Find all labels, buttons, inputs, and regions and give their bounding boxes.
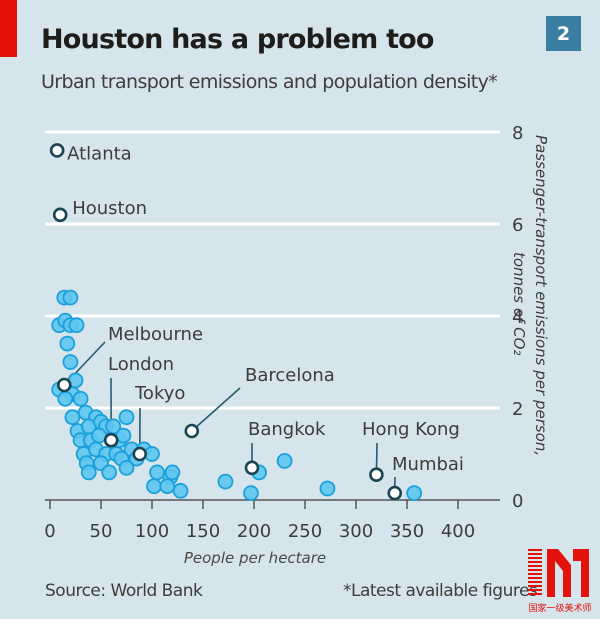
x-tick-label: 100 (135, 521, 169, 542)
city-label: Houston (72, 198, 147, 219)
data-point (62, 289, 79, 306)
y-tick-label: 2 (512, 399, 523, 420)
data-point (319, 480, 336, 497)
watermark-caption: 国家一级美术师 (528, 602, 591, 614)
x-axis-label: People per hectare (184, 549, 326, 567)
data-point (57, 390, 74, 407)
x-tick-label: 400 (441, 521, 475, 542)
data-point (115, 427, 132, 444)
data-point (59, 335, 76, 352)
highlighted-point (103, 432, 119, 448)
highlighted-point (49, 143, 65, 158)
x-tick-label: 250 (288, 521, 322, 542)
x-tick-label: 350 (390, 521, 424, 542)
data-point (118, 409, 135, 426)
x-tick-label: 50 (90, 521, 113, 542)
data-point (62, 354, 79, 370)
city-label: London (108, 354, 174, 375)
watermark-logo: 国家一级美术师 (528, 549, 592, 614)
highlighted-point (132, 446, 148, 462)
y-tick-labels: 0 2 4 6 8 (512, 123, 523, 512)
data-point (164, 464, 181, 481)
y-axis-label-line1: Passenger-transport emissions per person… (532, 135, 550, 456)
x-tick-labels: 0 50 100 150 200 250 300 350 400 (44, 521, 475, 542)
x-tick-label: 150 (186, 521, 220, 542)
data-point (172, 482, 189, 499)
data-point (243, 485, 259, 502)
leader-line (191, 387, 241, 432)
x-tick-label: 200 (237, 521, 271, 542)
city-label: Barcelona (245, 365, 335, 386)
city-label: Bangkok (248, 419, 326, 440)
source-note: Source: World Bank (45, 581, 203, 601)
data-point (159, 478, 176, 495)
data-point (149, 464, 166, 481)
gridlines (45, 130, 500, 410)
city-label: Hong Kong (362, 419, 460, 440)
data-point (80, 464, 97, 481)
city-label: Melbourne (108, 324, 203, 345)
y-tick-label: 0 (512, 491, 523, 512)
city-labels: Atlanta Houston Melbourne London Tokyo Barcel… (67, 143, 464, 475)
highlighted-point (369, 467, 384, 483)
data-point (68, 317, 85, 334)
chart-title: Houston has a problem too (41, 24, 434, 55)
highlighted-point (184, 423, 200, 439)
x-axis (45, 499, 500, 509)
x-tick-label: 300 (339, 521, 373, 542)
highlighted-points (49, 143, 403, 501)
data-point (91, 427, 107, 444)
highlighted-point (244, 460, 260, 476)
chart-subtitle: Urban transport emissions and population… (41, 71, 498, 93)
highlighted-point (387, 485, 403, 501)
data-point (406, 485, 423, 502)
y-tick-label: 6 (512, 215, 523, 236)
chart-number-badge: 2 (546, 16, 581, 51)
accent-tag (0, 0, 17, 57)
city-label: Mumbai (392, 454, 464, 475)
data-point (276, 452, 293, 469)
data-point (144, 446, 160, 462)
data-point (64, 409, 81, 426)
highlighted-point (56, 377, 72, 393)
footnote: *Latest available figures (343, 581, 538, 601)
data-point (217, 473, 234, 490)
data-point (72, 390, 89, 407)
y-axis-label-line2: tonnes of CO₂ (510, 252, 528, 355)
data-point (118, 459, 135, 476)
data-points (51, 289, 423, 502)
y-tick-label: 4 (512, 307, 523, 328)
data-point (146, 478, 162, 495)
y-tick-label: 8 (512, 123, 523, 144)
city-label: Atlanta (67, 143, 132, 164)
data-point (101, 464, 118, 481)
highlighted-point (52, 207, 68, 223)
x-tick-label: 0 (44, 521, 55, 542)
city-label: Tokyo (134, 383, 185, 404)
